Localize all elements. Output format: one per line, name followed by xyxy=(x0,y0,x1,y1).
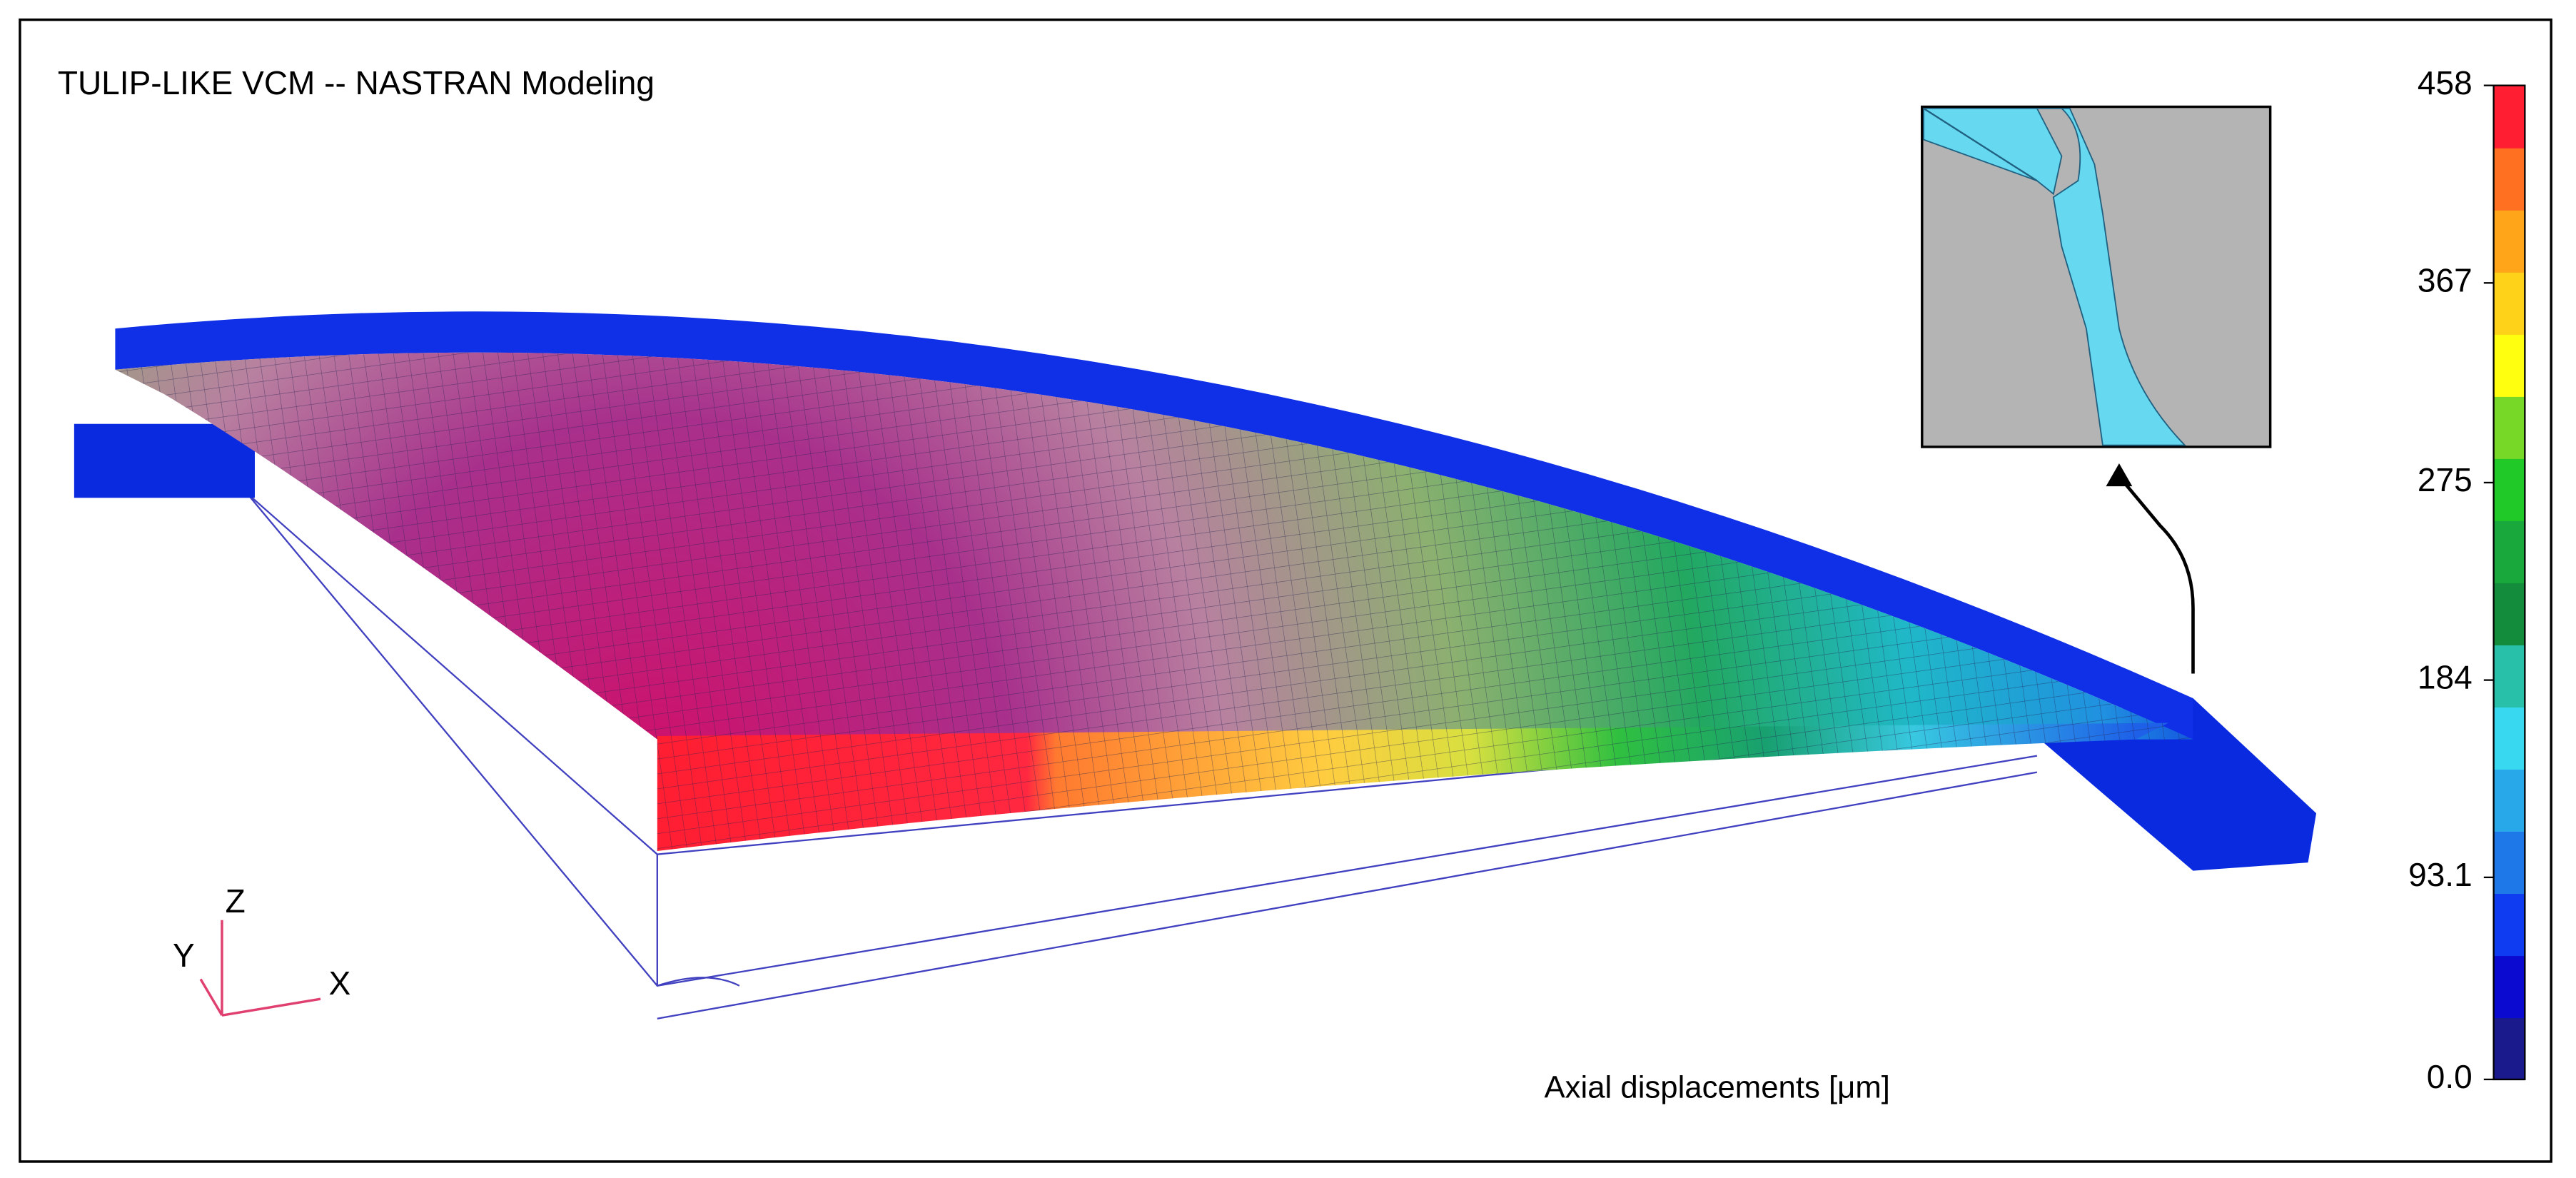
colorbar-band xyxy=(2493,644,2525,708)
colorbar-band xyxy=(2493,830,2525,895)
colorbar-tick-label: 458 xyxy=(2418,64,2473,101)
colorbar-band xyxy=(2493,520,2525,583)
colorbar-band xyxy=(2493,1017,2525,1081)
colorbar-tick-label: 184 xyxy=(2418,659,2473,696)
colorbar-band xyxy=(2493,892,2525,957)
colorbar-tick-label: 0.0 xyxy=(2427,1058,2473,1095)
colorbar-band xyxy=(2493,458,2525,521)
colorbar-band xyxy=(2493,85,2525,148)
axis-label-x: X xyxy=(329,965,351,1002)
colorbar: 0.0 93.1 184 275 367 458 xyxy=(2408,64,2526,1095)
colorbar-tick-label: 367 xyxy=(2418,261,2473,298)
colorbar-band xyxy=(2493,271,2525,335)
colorbar-band xyxy=(2493,768,2525,832)
colorbar-band xyxy=(2493,333,2525,397)
colorbar-band xyxy=(2493,955,2525,1019)
colorbar-band xyxy=(2493,396,2525,459)
axis-label-y: Y xyxy=(173,937,195,974)
inset xyxy=(1921,105,2272,448)
axes-triad: Z Y X xyxy=(173,882,351,1017)
title: TULIP-LIKE VCM -- NASTRAN Modeling xyxy=(58,64,655,101)
colorbar-band xyxy=(2493,147,2525,211)
colorbar-title: Axial displacements [μm] xyxy=(1544,1069,1889,1104)
axis-label-z: Z xyxy=(226,882,246,920)
colorbar-tick-label: 275 xyxy=(2418,461,2473,498)
colorbar-band xyxy=(2493,706,2525,770)
colorbar-band xyxy=(2493,209,2525,273)
model xyxy=(74,311,2317,1020)
colorbar-outline xyxy=(2492,84,2526,1081)
colorbar-tick-label: 93.1 xyxy=(2408,856,2473,893)
colorbar-band xyxy=(2493,582,2525,645)
